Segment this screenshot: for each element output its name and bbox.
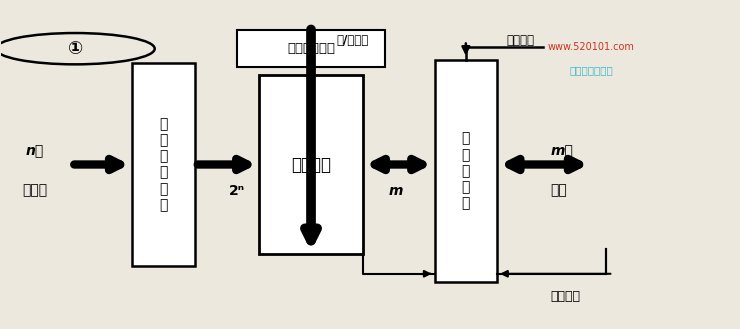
Bar xyxy=(260,75,363,254)
Text: 读/写控制: 读/写控制 xyxy=(337,34,369,47)
Text: 数据: 数据 xyxy=(551,184,568,198)
Text: 2ⁿ: 2ⁿ xyxy=(229,184,246,198)
Text: 列地址译码器: 列地址译码器 xyxy=(287,42,335,55)
Text: 地址码: 地址码 xyxy=(22,184,47,198)
Text: 片选控制: 片选控制 xyxy=(506,34,534,47)
Text: m位: m位 xyxy=(551,144,574,159)
Text: 家电维修资料网: 家电维修资料网 xyxy=(569,65,613,75)
Text: 读
写
控
制
器: 读 写 控 制 器 xyxy=(462,132,470,211)
Bar xyxy=(132,63,195,266)
Bar xyxy=(238,30,385,67)
Text: n位: n位 xyxy=(25,144,44,159)
Text: m: m xyxy=(388,184,403,198)
Text: www.520101.com: www.520101.com xyxy=(548,42,635,52)
Text: 输出控制: 输出控制 xyxy=(551,290,581,303)
Text: ①: ① xyxy=(67,40,83,58)
Bar xyxy=(434,60,497,282)
Text: 行
地
址
译
码
器: 行 地 址 译 码 器 xyxy=(159,117,168,212)
Text: 存储矩阵: 存储矩阵 xyxy=(291,156,331,173)
